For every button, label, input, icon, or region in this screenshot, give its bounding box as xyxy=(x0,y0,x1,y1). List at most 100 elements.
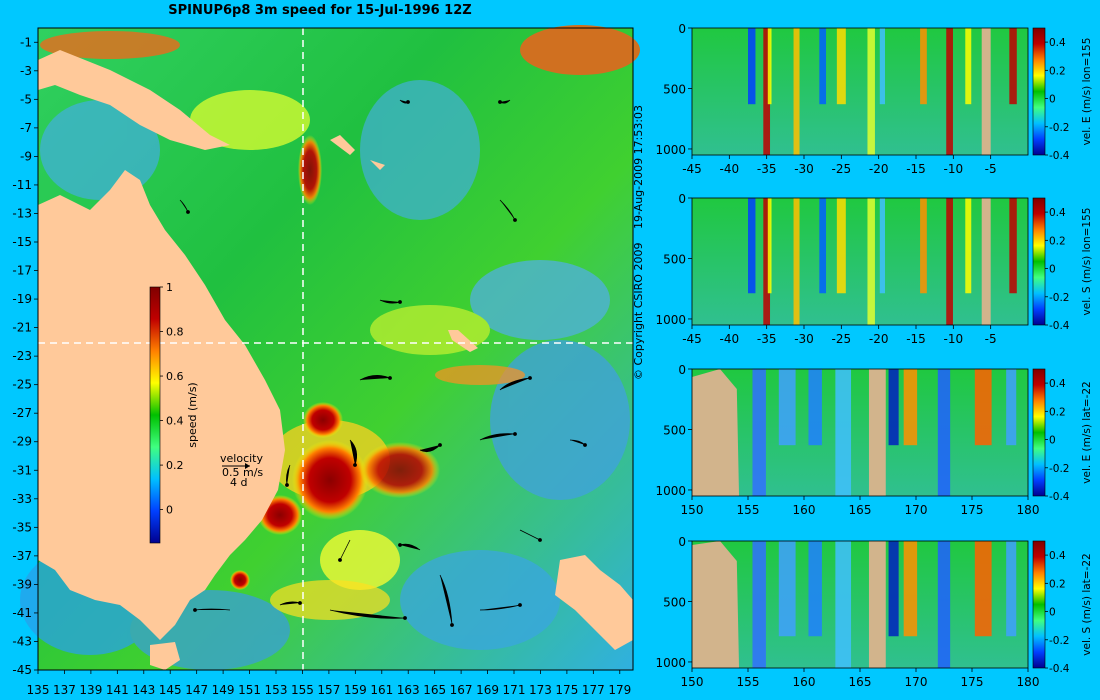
velocity-colorbar-tick-label: 0.2 xyxy=(1049,578,1066,590)
map-x-tick-label: 177 xyxy=(582,683,605,697)
section-current-band xyxy=(867,28,875,155)
section-field xyxy=(692,541,1028,668)
speed-colorbar: 0 0.2 0.4 0.6 0.8 1 speed (m/s) xyxy=(149,281,199,544)
section-x-tick-label: -45 xyxy=(682,162,702,176)
section-x-tick-label: 150 xyxy=(681,503,704,517)
copyright-text: © Copyright CSIRO 2009 xyxy=(632,242,645,380)
section-current-band xyxy=(763,198,771,325)
map-y-tick-label: -15 xyxy=(12,235,32,249)
section-current-band xyxy=(808,541,822,637)
section-current-band xyxy=(767,28,772,105)
section-current-band xyxy=(763,28,771,155)
map-y-tick-label: -13 xyxy=(12,206,32,220)
section-current-band xyxy=(974,369,992,446)
velocity-colorbar-tick-label: 0 xyxy=(1049,435,1056,447)
section-current-band xyxy=(867,198,875,325)
section-x-tick-label: 175 xyxy=(961,675,984,689)
section-current-band xyxy=(1009,28,1017,105)
map-x-tick-label: 137 xyxy=(53,683,76,697)
section-y-tick-label: 0 xyxy=(678,535,686,549)
section-current-band xyxy=(888,369,899,446)
map-x-tick-label: 163 xyxy=(397,683,420,697)
solomon-islands-land xyxy=(330,135,385,170)
map-y-tick-label: -17 xyxy=(12,264,32,278)
section-x-tick-label: -40 xyxy=(720,332,740,346)
map-x-tick-label: 165 xyxy=(423,683,446,697)
section-y-tick-label: 1000 xyxy=(655,313,686,327)
velocity-colorbar-tick-label: 0 xyxy=(1049,607,1056,619)
section-current-band xyxy=(748,28,756,105)
section-x-tick-label: -30 xyxy=(794,162,814,176)
map-y-tick-label: -5 xyxy=(20,92,32,106)
section-panel-3: 150 155 160 165 170 175 180 0 500 1000 -0.4 -0.2 0 0.… xyxy=(655,363,1093,517)
section-current-band xyxy=(974,541,992,637)
section-current-band xyxy=(903,541,918,637)
section-current-band xyxy=(836,28,846,105)
speed-colorbar-tick-label: 0 xyxy=(166,504,173,517)
section-frame xyxy=(691,197,1029,326)
speed-colorbar-tick-label: 1 xyxy=(166,281,173,294)
map-x-tick-label: 161 xyxy=(370,683,393,697)
section-x-tick-label: 180 xyxy=(1017,675,1040,689)
copyright-notice: © Copyright CSIRO 2009 19-Aug-2009 17:53… xyxy=(632,90,645,380)
section-frame xyxy=(691,27,1029,156)
map-y-tick-label: -29 xyxy=(12,435,32,449)
section-current-band xyxy=(920,28,927,105)
section-y-tick-label: 500 xyxy=(663,595,686,609)
section-x-tick-label: -40 xyxy=(720,162,740,176)
section-current-band xyxy=(793,198,800,325)
section-current-band xyxy=(879,198,886,294)
section-current-band xyxy=(946,28,953,155)
velocity-colorbar-tick-label: 0 xyxy=(1049,264,1056,276)
speed-map-panel: 0 0.2 0.4 0.6 0.8 1 speed (m/s) velocity 0.5 … xyxy=(12,25,640,697)
velocity-colorbar-tick-label: -0.4 xyxy=(1049,491,1070,503)
map-x-tick-label: 145 xyxy=(159,683,182,697)
section-x-tick-label: 165 xyxy=(849,675,872,689)
map-y-tick-label: -41 xyxy=(12,606,32,620)
map-x-tick-label: 135 xyxy=(27,683,50,697)
velocity-vectors xyxy=(179,99,587,627)
section-y-tick-label: 1000 xyxy=(655,656,686,670)
section-x-tick-label: -15 xyxy=(906,162,926,176)
section-field xyxy=(692,28,1028,155)
velocity-key: velocity 0.5 m/s 4 d xyxy=(220,452,263,489)
velocity-colorbar-tick-label: 0 xyxy=(1049,94,1056,106)
map-y-tick-label: -7 xyxy=(20,121,32,135)
velocity-colorbar-tick-label: -0.4 xyxy=(1049,320,1070,332)
section-y-tick-label: 0 xyxy=(678,192,686,206)
section-x-tick-label: -45 xyxy=(682,332,702,346)
section-current-band xyxy=(819,198,827,294)
section-x-tick-label: -20 xyxy=(869,332,889,346)
section-current-band xyxy=(965,28,972,105)
section-current-band xyxy=(965,198,972,294)
velocity-colorbar-tick-label: 0.2 xyxy=(1049,65,1066,77)
section-current-band xyxy=(778,369,796,446)
map-x-tick-label: 143 xyxy=(132,683,155,697)
section-panel-4: 150 155 160 165 170 175 180 0 500 1000 -0.4 -0.2 0 0.… xyxy=(655,535,1093,689)
section-current-band xyxy=(888,541,899,637)
speed-colorbar-ticks: 0 0.2 0.4 0.6 0.8 1 xyxy=(160,281,184,517)
section-panel-1: -45 -40 -35 -30 -25 -20 -15 -10 -5 0 500 1000 -0.4 -0… xyxy=(655,22,1093,176)
section-current-band xyxy=(1006,541,1017,637)
section-land-mask xyxy=(868,369,886,496)
velocity-colorbar-label: vel. S (m/s) lon=155 xyxy=(1081,208,1093,316)
velocity-colorbar-label: vel. S (m/s) lat=-22 xyxy=(1081,553,1093,655)
section-x-tick-label: -5 xyxy=(985,332,997,346)
map-y-tick-label: -19 xyxy=(12,292,32,306)
map-y-tick-label: -43 xyxy=(12,634,32,648)
map-x-tick-label: 153 xyxy=(265,683,288,697)
speed-colorbar-tick-label: 0.8 xyxy=(166,326,184,339)
section-panel-2: -45 -40 -35 -30 -25 -20 -15 -10 -5 0 500 1000 -0.4 -0… xyxy=(655,192,1093,346)
section-current-band xyxy=(879,28,886,105)
velocity-colorbar-label: vel. E (m/s) lon=155 xyxy=(1081,38,1093,146)
speed-colorbar-tick-label: 0.6 xyxy=(166,370,184,383)
section-y-tick-label: 500 xyxy=(663,423,686,437)
velocity-key-label: velocity xyxy=(220,452,263,465)
map-y-tick-label: -33 xyxy=(12,492,32,506)
section-current-band xyxy=(793,28,800,155)
section-current-band xyxy=(767,198,772,294)
section-x-tick-label: -35 xyxy=(757,162,777,176)
velocity-colorbar-strip xyxy=(1032,540,1046,669)
new-caledonia-land xyxy=(448,330,478,352)
section-x-tick-label: 180 xyxy=(1017,503,1040,517)
